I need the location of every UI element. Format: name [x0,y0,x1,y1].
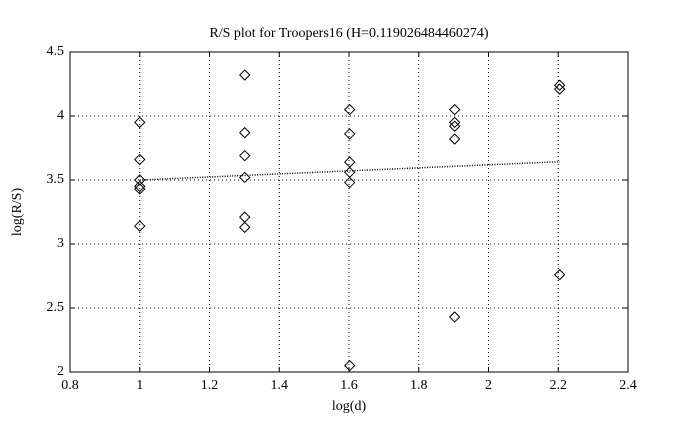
scatter-point [134,174,146,186]
scatter-point [343,176,356,189]
scatter-point [343,359,356,372]
scatter-point [134,180,146,193]
fit-line [139,160,560,181]
scatter-point [134,153,146,166]
y-tick-label: 4 [57,108,64,123]
x-tick-label: 1.6 [340,378,358,393]
y-tick-label: 2.5 [47,300,65,315]
x-tick-label: 1.8 [410,378,428,393]
scatter-point [343,128,356,140]
scatter-point [239,126,251,139]
scatter-point [239,221,251,234]
x-tick-label: 2.4 [619,378,637,393]
x-tick-label: 1.2 [201,378,219,393]
x-tick-label: 1 [136,378,143,393]
scatter-point [448,133,461,145]
x-tick-label: 2.2 [550,378,568,393]
y-tick-label: 3 [57,236,64,251]
scatter-point [239,69,251,81]
scatter-point [239,149,251,162]
scatter-point [448,116,461,129]
x-axis-label: log(d) [332,399,367,414]
x-tick-label: 2 [485,378,492,393]
scatter-point [134,220,146,232]
chart-title: R/S plot for Troopers16 (H=0.11902648446… [209,26,489,41]
x-tick-label: 1.4 [271,378,289,393]
scatter-point [134,183,146,195]
scatter-point [553,83,566,95]
scatter-point [448,103,461,116]
scatter-point [553,79,566,91]
scatter-point [553,269,566,281]
x-tick-label: 0.8 [61,378,79,393]
scatter-point [134,116,146,129]
scatter-point [448,311,461,323]
y-axis-label: log(R/S) [10,188,25,237]
scatter-point [448,120,461,132]
y-tick-label: 4.5 [47,44,65,59]
scatter-point [343,103,356,116]
y-tick-label: 3.5 [47,172,65,187]
plot-frame [69,51,629,373]
y-tick-label: 2 [57,364,64,379]
